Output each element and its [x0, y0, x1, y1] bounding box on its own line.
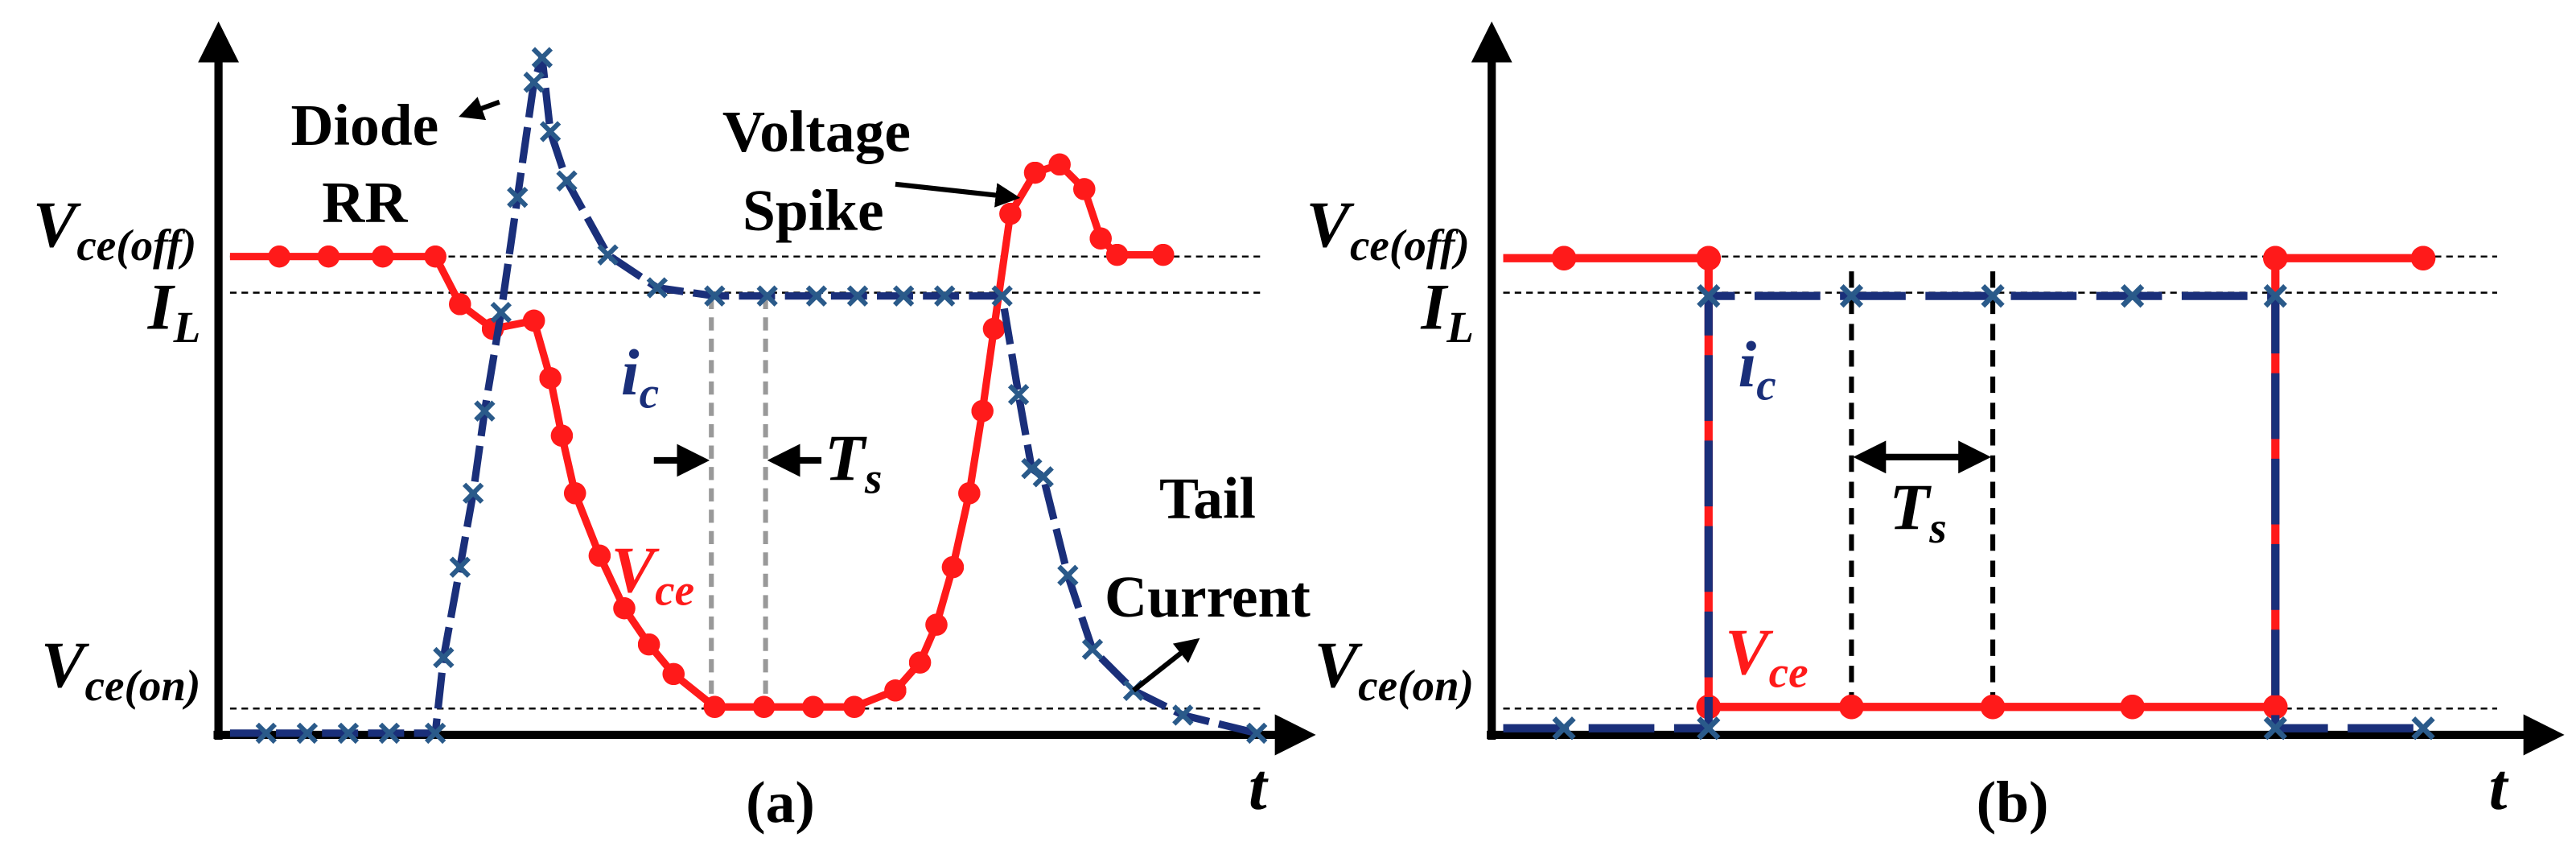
vce-off-label: Vce(off)	[33, 188, 196, 269]
ic-curve	[229, 47, 1268, 745]
note: Spike	[743, 177, 884, 243]
note: RR	[322, 169, 408, 235]
label-main: V	[33, 188, 82, 261]
label-sub: c	[640, 369, 659, 418]
caption: (a)	[746, 769, 815, 835]
label-sub: L	[1446, 303, 1474, 352]
label-main: T	[1889, 471, 1932, 544]
label-sub: ce	[1769, 648, 1809, 697]
ts-label: Ts	[825, 421, 882, 502]
pointer-arrow	[1132, 638, 1200, 693]
ts-guides	[709, 295, 768, 708]
note: Current	[1105, 563, 1311, 629]
label-sub: c	[1756, 360, 1776, 409]
panel-b: Vce(off) IL Vce(on) ic Vce Ts t (b)	[1306, 21, 2565, 835]
label-sub: s	[1928, 503, 1946, 552]
ts-label: Ts	[1889, 471, 1946, 552]
t-axis-label: t	[1249, 750, 1269, 823]
label-sub: ce(off)	[1350, 221, 1470, 270]
caption: (b)	[1977, 769, 2049, 835]
ic-label: ic	[1739, 328, 1776, 409]
label-sub: ce(on)	[1358, 661, 1474, 710]
ic-label: ic	[621, 336, 659, 417]
note: Voltage	[722, 98, 911, 164]
label-main: V	[611, 533, 660, 606]
label-sub: ce(on)	[85, 661, 201, 710]
pointer-arrow	[895, 181, 1021, 208]
label-sub: ce	[655, 566, 694, 615]
vce-label: Vce	[611, 533, 694, 614]
label-main: V	[1725, 615, 1774, 688]
vce-on-label: Vce(on)	[41, 629, 200, 710]
label-main: V	[41, 629, 90, 702]
vce-label: Vce	[1725, 615, 1808, 696]
panel-a: Vce(off) IL Vce(on) ic Vce Ts t (a) Diod…	[33, 21, 1316, 835]
vce-off-label: Vce(off)	[1306, 188, 1469, 269]
label-main: V	[1306, 188, 1355, 261]
il-label: IL	[147, 270, 200, 352]
label-main: I	[147, 270, 176, 344]
label-sub: L	[173, 303, 201, 352]
label-main: i	[1739, 328, 1757, 401]
pointer-arrow	[459, 97, 500, 121]
label-main: i	[621, 336, 640, 409]
label-main: V	[1315, 629, 1364, 702]
label-sub: s	[864, 454, 882, 503]
t-axis-label: t	[2489, 750, 2509, 823]
note: Diode	[290, 92, 438, 158]
level-lines	[1503, 255, 2497, 710]
label-main: I	[1420, 270, 1449, 344]
level-lines	[229, 255, 1265, 710]
vce-on-label: Vce(on)	[1315, 629, 1474, 710]
label-sub: ce(off)	[76, 221, 196, 270]
note: Tail	[1159, 464, 1256, 530]
vce-curve	[229, 153, 1175, 719]
ic-curve	[1503, 284, 2435, 741]
il-label: IL	[1420, 270, 1473, 352]
label-main: T	[825, 421, 867, 494]
